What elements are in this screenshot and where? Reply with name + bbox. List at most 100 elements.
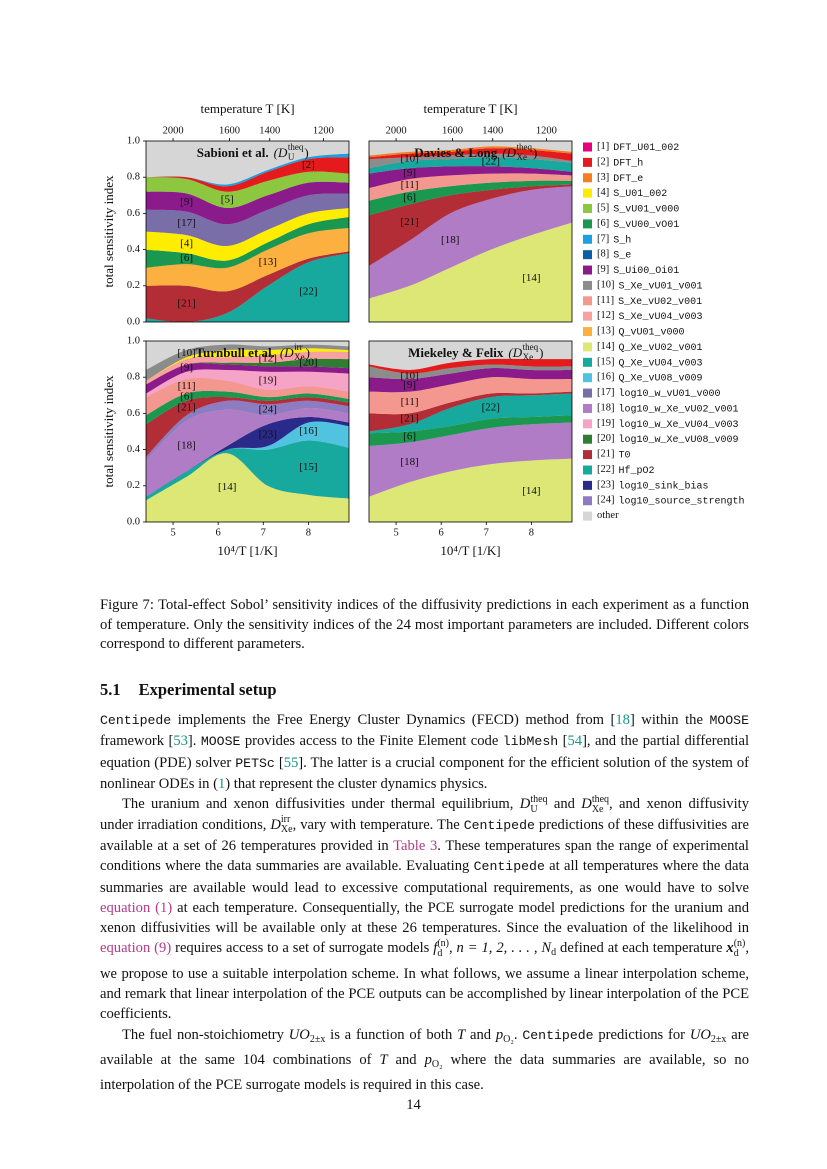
panel-symbol: (D: [280, 345, 294, 360]
citation: 18: [615, 712, 630, 728]
area-layer: [369, 166, 572, 189]
series-label: [6]: [403, 430, 416, 442]
y-tick-label: 0.8: [127, 372, 140, 383]
legend-swatch: [583, 173, 592, 183]
code-run: Centipede: [473, 859, 545, 875]
text-run: ]. The latter is a crucial component for…: [100, 754, 750, 792]
x2-tick-label: 1600: [219, 125, 240, 136]
legend-entry: [10] S_Xe_vU01_v001: [597, 280, 703, 292]
math-base: UO: [288, 1026, 310, 1043]
math: T: [379, 1052, 387, 1068]
series-label: [9]: [180, 196, 193, 208]
legend-entry: [18] log10_w_Xe_vU02_v001: [597, 403, 739, 415]
paragraph: The fuel non-stoichiometry UO2±x is a fu…: [100, 1025, 749, 1096]
area-layer: [146, 193, 349, 247]
panel-symbol-end: ): [306, 345, 310, 360]
legend-swatch: [583, 157, 592, 167]
code-run: libMesh: [502, 734, 559, 750]
legend-key: [20]: [597, 434, 615, 445]
body-text: Centipede implements the Free Energy Clu…: [100, 710, 749, 1096]
text-run: is a function of both: [325, 1026, 458, 1043]
legend-name: Q_Xe_vU02_v001: [619, 343, 703, 354]
legend-entry: [7] S_h: [597, 234, 631, 246]
legend-entry: [15] Q_Xe_vU04_v003: [597, 357, 703, 369]
section-number: 5.1: [100, 680, 121, 699]
legend-key: [24]: [597, 495, 615, 506]
legend-swatch: [583, 234, 592, 244]
legend-key: [23]: [597, 480, 615, 491]
area-layer: [369, 458, 572, 522]
x-tick-label: 6: [439, 527, 444, 538]
legend-entry: [3] DFT_e: [597, 172, 643, 184]
legend-swatch: [583, 388, 592, 398]
legend-name: S_Xe_vU02_v001: [618, 296, 702, 307]
legend-entry: [8] S_e: [597, 249, 631, 261]
caption-text: Total-effect Sobol’ sensitivity indices …: [100, 597, 749, 653]
legend-name: log10_w_Xe_vU04_v003: [619, 418, 739, 430]
series-label: [16]: [299, 425, 317, 437]
x-axis-label: 10⁴/T [1/K]: [217, 543, 277, 558]
text-run: predictions for: [593, 1026, 690, 1043]
area-layer: [369, 184, 572, 266]
legend-swatch: [583, 465, 592, 475]
math-base: D: [581, 796, 592, 813]
legend-swatch: [583, 496, 592, 506]
legend-key: [10]: [597, 280, 615, 291]
legend-key: [13]: [597, 326, 615, 337]
series-label: [19]: [259, 374, 277, 386]
panel-symbol-sup: theq: [288, 142, 304, 152]
legend-entry: [23] log10_sink_bias: [597, 480, 709, 492]
area-layer: [146, 351, 349, 385]
legend-entry: [11] S_Xe_vU02_v001: [597, 295, 702, 307]
series-label: [14]: [522, 272, 540, 284]
area-layer: [369, 368, 572, 393]
x-tick-label: 5: [393, 527, 398, 538]
code-run: MOOSE: [200, 734, 241, 750]
panel-title: Miekeley & Felix: [408, 345, 504, 360]
legend-name: S_Xe_vU04_v003: [619, 312, 703, 323]
math-scripts: theq Xe: [592, 794, 609, 815]
math-base: T: [457, 1026, 466, 1043]
math-sub: d: [551, 947, 557, 959]
area-layer: [369, 173, 572, 201]
text-run: and: [547, 796, 582, 813]
legend-swatch: [583, 265, 592, 275]
legend-swatch: [583, 250, 592, 260]
math-sup: (n): [733, 937, 746, 949]
x2-axis-label: temperature T [K]: [423, 101, 517, 116]
math-scripts: irr Xe: [281, 815, 293, 835]
series-label: [6]: [180, 252, 193, 264]
math-sub: d: [733, 947, 739, 959]
x-tick-label: 7: [261, 527, 266, 538]
legend-name: DFT_h: [613, 157, 643, 169]
math: T: [457, 1027, 465, 1043]
series-label: [14]: [522, 485, 540, 497]
panel-symbol-sub: Xe: [523, 352, 534, 362]
legend-name: Q_vU01_v000: [619, 327, 685, 338]
panel-symbol-end: ): [533, 145, 537, 160]
math-sub: U: [530, 803, 538, 815]
series-label: [10]: [400, 370, 418, 382]
legend-swatch: [583, 357, 592, 367]
x2-tick-label: 1200: [313, 125, 334, 136]
math-sub: O₂: [431, 1058, 443, 1070]
section-heading: 5.1 Experimental setup: [100, 680, 749, 700]
legend-entry: [12] S_Xe_vU04_v003: [597, 311, 703, 323]
area-layer: [146, 251, 349, 322]
area-layer: [146, 348, 349, 381]
y-tick-label: 0.0: [127, 316, 140, 327]
caption: Figure 7: Total-effect Sobol’ sensitivit…: [100, 596, 749, 655]
legend-entry: [14] Q_Xe_vU02_v001: [597, 341, 703, 353]
panel-symbol-sup: theq: [523, 342, 539, 352]
math-base: x: [726, 940, 734, 957]
x2-tick-label: 1600: [442, 125, 463, 136]
area-layer: [369, 393, 572, 434]
legend-swatch: [583, 219, 592, 229]
legend-swatch: [583, 511, 592, 521]
code-run: MOOSE: [709, 713, 750, 728]
panel-symbol-sub: U: [288, 152, 295, 162]
series-label: [23]: [259, 429, 277, 441]
legend-swatch: [583, 403, 592, 413]
y-tick-label: 0.4: [127, 444, 141, 455]
